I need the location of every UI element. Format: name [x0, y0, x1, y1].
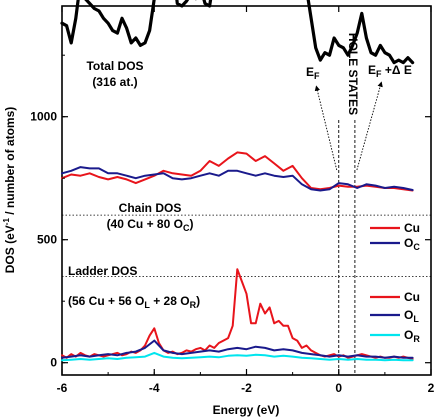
y-tick-label-1: 500 [37, 233, 57, 247]
total-dos-title: Total DOS [86, 59, 143, 73]
fermi-level-label: EF [306, 65, 320, 81]
ladder-legend-cu-label: Cu [404, 290, 420, 304]
x-tick-label-1: -4 [149, 381, 160, 395]
ladder-dos-series [61, 268, 414, 362]
total-dos-subtitle: (316 at.) [92, 75, 137, 89]
ladder-dos-line-1 [61, 339, 414, 359]
y-tick-label-0: 0 [50, 356, 57, 370]
ladder-dos-line-0 [61, 268, 414, 360]
x-tick-label-4: 2 [428, 381, 435, 395]
ladder-legend-or-label: OR [404, 328, 420, 344]
ladder-legend: Cu OL OR [370, 290, 420, 344]
ladder-dos-line-2 [61, 351, 414, 362]
x-tick-label-3: 0 [335, 381, 342, 395]
x-tick-label-0: -6 [57, 381, 68, 395]
fermi-arrow [314, 85, 338, 171]
y-axis-label: DOS (eV-1 / number of atoms) [2, 107, 17, 273]
x-tick-label-2: -2 [241, 381, 252, 395]
x-axis-label: Energy (eV) [213, 403, 280, 417]
total-dos-line-0 [60, 0, 415, 65]
ladder-dos-subtitle: (56 Cu + 56 OL + 28 OR) [68, 294, 200, 310]
total-dos-series [60, 0, 415, 65]
hole-states-label: HOLE STATES [346, 33, 360, 115]
chain-dos-line-1 [61, 166, 414, 192]
ladder-legend-ol-label: OL [404, 308, 419, 324]
y-axis-ticks: 0 500 1000 [30, 54, 431, 370]
chain-legend-oc-label: OC [404, 236, 420, 252]
chain-dos-title: Chain DOS [119, 201, 182, 215]
y-tick-label-2: 1000 [30, 110, 57, 124]
chain-dos-subtitle: (40 Cu + 80 OC) [107, 217, 194, 233]
chain-legend-cu-label: Cu [404, 221, 420, 235]
chain-legend: Cu OC [370, 221, 420, 252]
x-axis-ticks: -6 -4 -2 0 2 [57, 6, 435, 395]
ladder-dos-title: Ladder DOS [68, 264, 137, 278]
fermi-plus-delta-label: EF +Δ E [368, 63, 412, 79]
chain-dos-series [61, 151, 414, 192]
